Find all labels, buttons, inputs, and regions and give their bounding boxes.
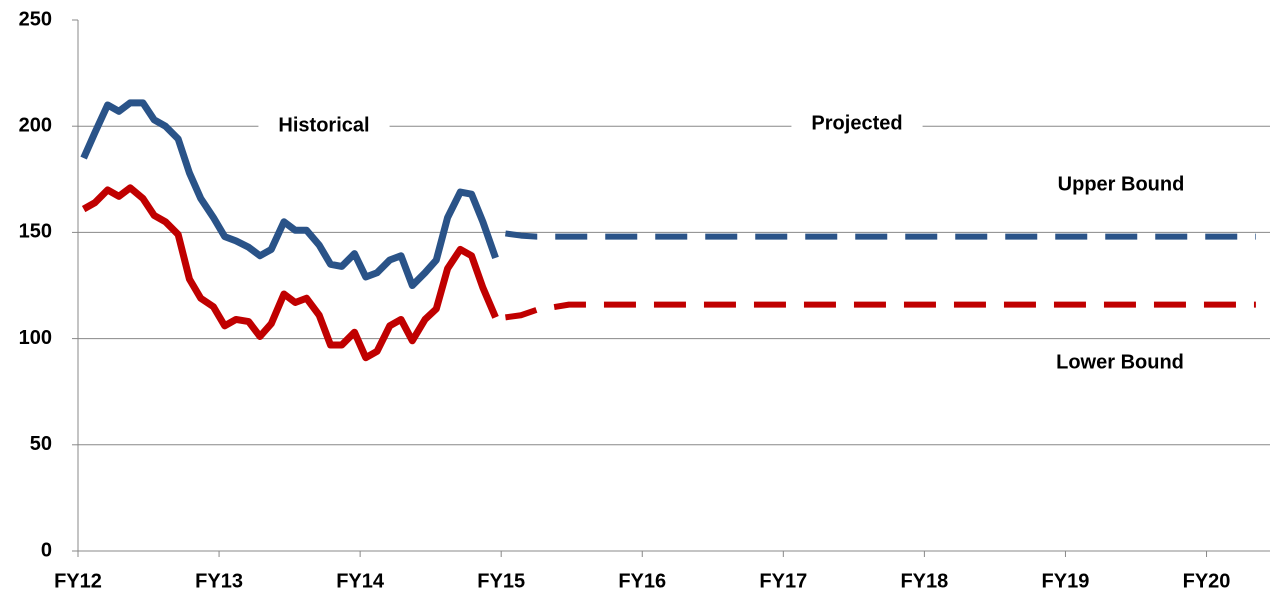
x-tick-label: FY13 xyxy=(195,570,243,592)
x-tick-label: FY17 xyxy=(759,570,807,592)
annotation-background xyxy=(791,110,923,137)
x-tick-label: FY19 xyxy=(1042,570,1090,592)
x-tick-label: FY20 xyxy=(1183,570,1231,592)
y-tick-label: 200 xyxy=(19,114,52,136)
series-line xyxy=(81,184,499,362)
x-tick-label: FY12 xyxy=(54,570,102,592)
annotation-background xyxy=(258,112,390,139)
x-tick-label: FY14 xyxy=(336,570,385,592)
series-line xyxy=(505,230,1256,240)
x-tick-label: FY15 xyxy=(477,570,525,592)
y-tick-label: 100 xyxy=(19,327,52,349)
annotation: Historical xyxy=(278,114,369,136)
y-tick-label: 250 xyxy=(19,8,52,30)
annotation: Projected xyxy=(811,112,902,134)
x-tick-label: FY16 xyxy=(618,570,666,592)
series-line xyxy=(505,301,1256,321)
x-tick-label: FY18 xyxy=(900,570,948,592)
series-line xyxy=(80,99,499,289)
y-tick-label: 150 xyxy=(19,221,52,243)
annotation: Lower Bound xyxy=(1056,351,1184,373)
annotation: Upper Bound xyxy=(1058,173,1185,195)
y-tick-label: 50 xyxy=(30,433,52,455)
y-tick-label: 0 xyxy=(41,539,52,561)
